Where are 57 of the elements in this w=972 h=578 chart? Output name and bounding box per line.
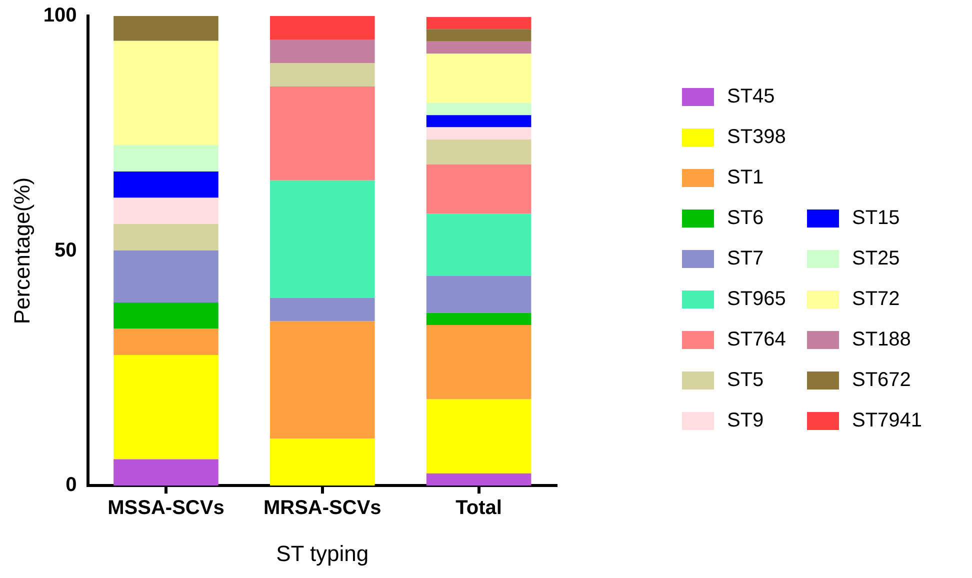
legend-label: ST45 [727,86,775,108]
bar [114,40,218,146]
bar [426,127,532,140]
bar [426,324,532,400]
bar [426,140,532,164]
legend-label: ST5 [727,369,764,392]
bar [270,16,375,40]
legend-label: ST9 [727,410,764,432]
legend-label: ST398 [727,126,786,148]
bar [114,224,218,250]
legend-label: ST6 [727,207,764,230]
legend-label: ST15 [852,207,900,230]
legend-label: ST188 [852,328,911,351]
bar [426,115,532,128]
bar [270,86,375,180]
legend-label: ST672 [852,369,911,392]
bar [426,41,532,54]
legend-label: ST965 [727,288,786,310]
y-tick-label: 0 [66,474,77,496]
legend-label: ST25 [852,248,900,270]
bar [270,438,375,486]
bar [114,171,218,198]
y-axis-title: Percentage(%) [9,177,34,324]
bar [270,39,375,63]
bar [426,473,532,486]
x-tick-label: MSSA-SCVs [108,497,224,520]
bar [426,312,532,325]
bar [426,214,532,276]
bar [270,321,375,439]
bar [270,62,375,86]
bar [426,16,532,30]
bar [114,145,218,172]
bar [426,164,532,214]
bar [114,250,218,302]
x-tick-label: Total [456,497,502,520]
bar [270,180,375,298]
x-axis-title: ST typing [276,540,369,566]
bar [114,355,218,460]
bar [270,298,375,322]
legend-label: ST1 [727,166,764,189]
bar [114,459,218,486]
legend-label: ST764 [727,328,786,351]
legend-label: ST72 [852,288,900,310]
bar [114,328,218,356]
y-tick-label: 50 [54,239,77,262]
bar [114,16,218,41]
legend-label: ST7941 [852,410,922,432]
bar [114,198,218,224]
x-tick-label: MRSA-SCVs [263,497,382,520]
legend-label: ST7 [727,248,764,270]
y-tick-label: 100 [43,4,77,27]
bar [426,276,532,313]
bar [426,399,532,474]
bar [426,102,532,116]
bar [426,29,532,42]
bar [426,54,532,103]
bar [114,302,218,329]
